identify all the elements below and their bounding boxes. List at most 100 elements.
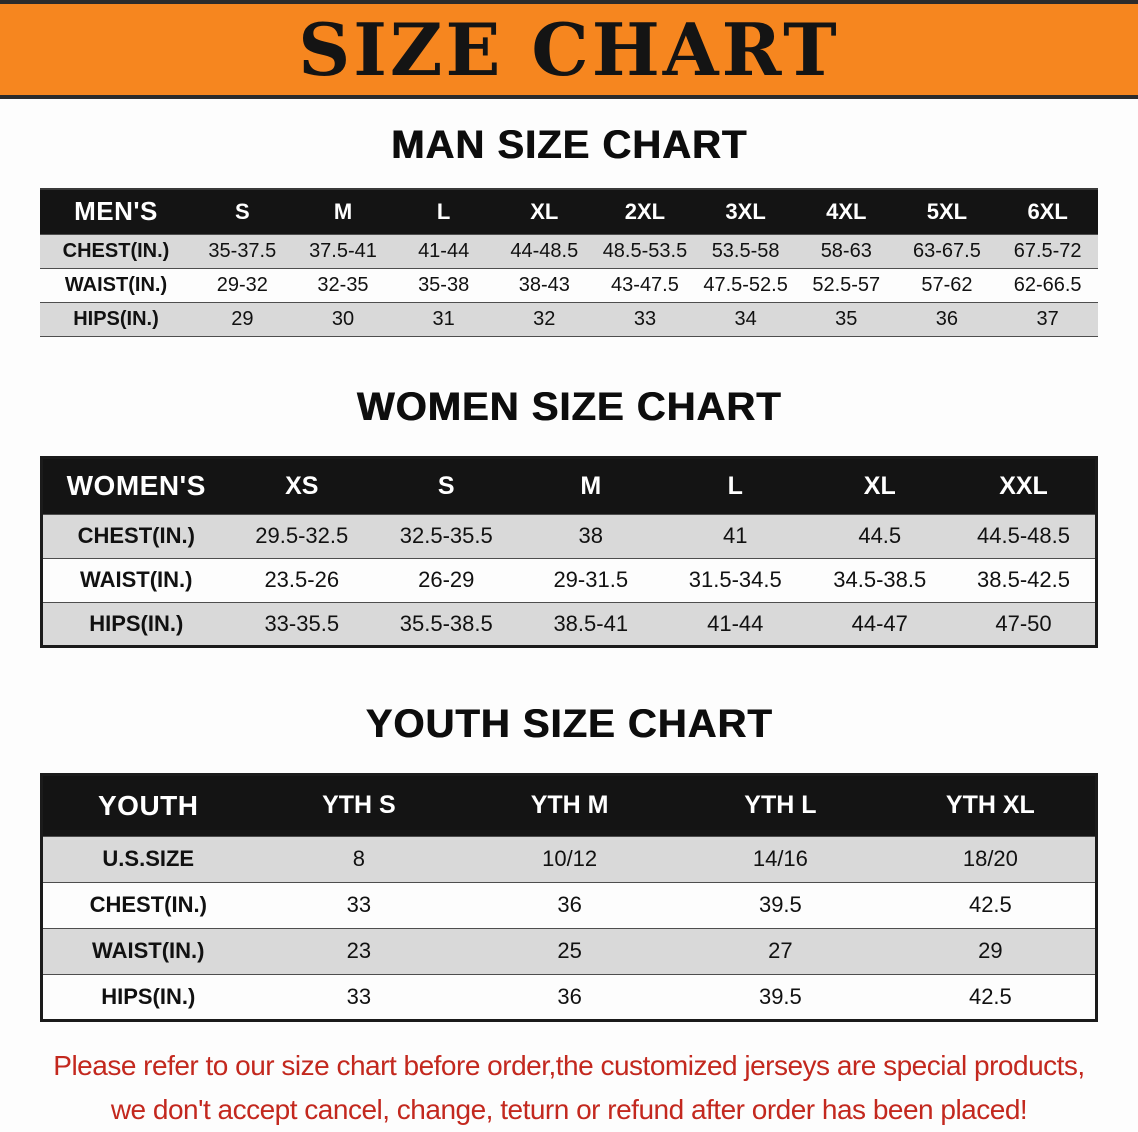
size-value: 41-44 xyxy=(393,233,494,268)
size-value: 41-44 xyxy=(663,601,808,646)
row-label: WAIST(IN.) xyxy=(41,557,230,602)
size-value: 10/12 xyxy=(464,835,675,882)
size-value: 18/20 xyxy=(885,835,1097,882)
size-column-header: YTH S xyxy=(253,774,465,836)
size-value: 23 xyxy=(253,927,465,974)
size-column-header: L xyxy=(663,457,808,514)
order-notice: Please refer to our size chart before or… xyxy=(0,1044,1138,1132)
size-column-header: YTH L xyxy=(675,774,886,836)
size-value: 44.5 xyxy=(807,513,952,558)
size-value: 14/16 xyxy=(675,835,886,882)
size-value: 32.5-35.5 xyxy=(374,513,519,558)
size-value: 44-48.5 xyxy=(493,233,595,268)
size-value: 47.5-52.5 xyxy=(695,267,796,302)
size-value: 42.5 xyxy=(885,973,1097,1020)
size-value: 35 xyxy=(795,301,897,336)
size-value: 8 xyxy=(253,835,465,882)
measurement-row: HIPS(IN.) 33 36 39.5 42.5 xyxy=(41,973,1097,1020)
size-column-header: 5XL xyxy=(896,189,998,234)
youth-table-header: YOUTH YTH S YTH M YTH L YTH XL xyxy=(41,774,1097,836)
measurement-row: CHEST(IN.) 35-37.5 37.5-41 41-44 44-48.5 48.5… xyxy=(40,233,1098,268)
size-value: 36 xyxy=(464,881,675,928)
row-label: U.S.SIZE xyxy=(41,835,254,882)
size-value: 25 xyxy=(464,927,675,974)
size-column-header: 6XL xyxy=(997,189,1098,234)
row-label: CHEST(IN.) xyxy=(41,513,230,558)
size-value: 29-31.5 xyxy=(518,557,663,602)
size-value: 41 xyxy=(663,513,808,558)
measurement-row: U.S.SIZE 8 10/12 14/16 18/20 xyxy=(41,835,1097,882)
measurement-row: WAIST(IN.) 23.5-26 26-29 29-31.5 31.5-34.5 34… xyxy=(41,557,1097,602)
row-label: CHEST(IN.) xyxy=(40,233,192,268)
youth-size-section: YOUTH SIZE CHART YOUTH YTH S YTH M YTH L YTH… xyxy=(0,702,1138,1022)
size-value: 33 xyxy=(253,973,465,1020)
size-value: 53.5-58 xyxy=(695,233,796,268)
measurement-row: HIPS(IN.) 29 30 31 32 33 34 35 36 37 xyxy=(40,301,1098,336)
size-value: 32-35 xyxy=(292,267,394,302)
size-value: 23.5-26 xyxy=(229,557,374,602)
size-column-header: 2XL xyxy=(594,189,696,234)
size-value: 33-35.5 xyxy=(229,601,374,646)
size-value: 26-29 xyxy=(374,557,519,602)
banner: SIZE CHART xyxy=(0,0,1138,99)
size-value: 63-67.5 xyxy=(896,233,998,268)
size-value: 67.5-72 xyxy=(997,233,1098,268)
size-value: 29 xyxy=(885,927,1097,974)
size-value: 62-66.5 xyxy=(997,267,1098,302)
page-title: SIZE CHART xyxy=(298,6,840,92)
women-size-table: WOMEN'S XS S M L XL XXL CHEST(IN.) 29.5-32.5 32.… xyxy=(40,455,1098,648)
table-corner-label: MEN'S xyxy=(40,189,192,234)
measurement-row: WAIST(IN.) 23 25 27 29 xyxy=(41,927,1097,974)
size-value: 52.5-57 xyxy=(795,267,897,302)
size-column-header: XL xyxy=(807,457,952,514)
row-label: HIPS(IN.) xyxy=(41,973,254,1020)
measurement-row: HIPS(IN.) 33-35.5 35.5-38.5 38.5-41 41-44 44-… xyxy=(41,601,1097,646)
size-value: 35.5-38.5 xyxy=(374,601,519,646)
size-value: 30 xyxy=(292,301,394,336)
size-column-header: S xyxy=(192,189,293,234)
header-row: YOUTH YTH S YTH M YTH L YTH XL xyxy=(41,774,1097,836)
size-column-header: YTH XL xyxy=(885,774,1097,836)
size-column-header: L xyxy=(393,189,494,234)
measurement-row: CHEST(IN.) 33 36 39.5 42.5 xyxy=(41,881,1097,928)
size-value: 32 xyxy=(493,301,595,336)
men-table-header: MEN'S S M L XL 2XL 3XL 4XL 5XL 6XL xyxy=(40,189,1098,234)
size-column-header: 4XL xyxy=(795,189,897,234)
men-size-section: MAN SIZE CHART MEN'S S M L XL 2XL 3XL 4XL 5XL 6XL… xyxy=(0,123,1138,337)
row-label: HIPS(IN.) xyxy=(40,301,192,336)
size-value: 42.5 xyxy=(885,881,1097,928)
size-column-header: 3XL xyxy=(695,189,796,234)
header-row: WOMEN'S XS S M L XL XXL xyxy=(41,457,1097,514)
table-corner-label: WOMEN'S xyxy=(41,457,230,514)
size-value: 36 xyxy=(464,973,675,1020)
men-table-body: CHEST(IN.) 35-37.5 37.5-41 41-44 44-48.5 48.5… xyxy=(40,233,1098,336)
row-label: CHEST(IN.) xyxy=(41,881,254,928)
size-column-header: XL xyxy=(493,189,595,234)
size-value: 34.5-38.5 xyxy=(807,557,952,602)
size-value: 37.5-41 xyxy=(292,233,394,268)
size-value: 38.5-41 xyxy=(518,601,663,646)
size-column-header: M xyxy=(292,189,394,234)
size-value: 38 xyxy=(518,513,663,558)
size-value: 33 xyxy=(594,301,696,336)
size-column-header: M xyxy=(518,457,663,514)
table-corner-label: YOUTH xyxy=(41,774,254,836)
row-label: WAIST(IN.) xyxy=(40,267,192,302)
size-value: 34 xyxy=(695,301,796,336)
measurement-row: WAIST(IN.) 29-32 32-35 35-38 38-43 43-47.5 47.… xyxy=(40,267,1098,302)
size-value: 44-47 xyxy=(807,601,952,646)
size-value: 27 xyxy=(675,927,886,974)
women-table-body: CHEST(IN.) 29.5-32.5 32.5-35.5 38 41 44.5 44.5… xyxy=(41,513,1097,646)
women-table-header: WOMEN'S XS S M L XL XXL xyxy=(41,457,1097,514)
size-value: 31 xyxy=(393,301,494,336)
size-value: 29 xyxy=(192,301,293,336)
size-value: 29-32 xyxy=(192,267,293,302)
size-column-header: S xyxy=(374,457,519,514)
size-value: 44.5-48.5 xyxy=(952,513,1097,558)
size-value: 43-47.5 xyxy=(594,267,696,302)
size-value: 29.5-32.5 xyxy=(229,513,374,558)
youth-table-body: U.S.SIZE 8 10/12 14/16 18/20 CHEST(IN.) 33 36 39… xyxy=(41,835,1097,1020)
header-row: MEN'S S M L XL 2XL 3XL 4XL 5XL 6XL xyxy=(40,189,1098,234)
size-value: 33 xyxy=(253,881,465,928)
